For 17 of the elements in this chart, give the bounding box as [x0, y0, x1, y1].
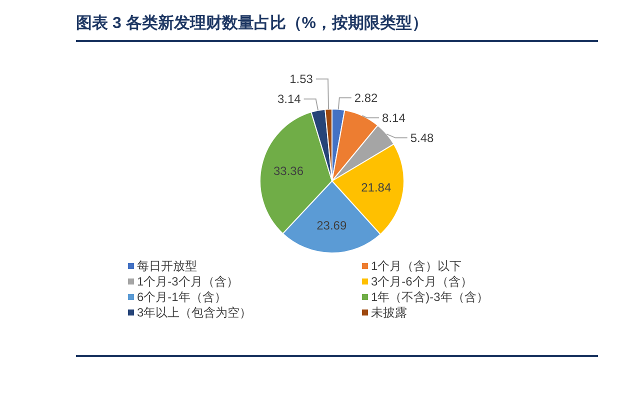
data-label: 23.69 — [316, 218, 347, 233]
legend-label: 1年（不含)-3年（含） — [371, 290, 488, 304]
chart-title: 图表 3 各类新发理财数量占比（%，按期限类型） — [76, 14, 428, 32]
legend-label: 3个月-6个月（含） — [371, 274, 472, 288]
data-label: 3.14 — [277, 92, 302, 106]
legend-label: 1个月-3个月（含） — [137, 274, 238, 288]
data-label: 5.48 — [410, 130, 434, 145]
legend-label: 3年以上（包含为空） — [137, 306, 252, 320]
legend-label: 每日开放型 — [137, 259, 197, 273]
legend-label: 未披露 — [371, 306, 407, 320]
data-label: 21.84 — [361, 180, 392, 195]
data-label: 33.36 — [274, 164, 304, 178]
data-label: 8.14 — [382, 110, 406, 125]
data-label: 2.82 — [354, 90, 378, 105]
legend-label: 1个月（含）以下 — [371, 259, 462, 273]
data-label: 1.53 — [290, 72, 314, 86]
legend-label: 6个月-1年（含） — [137, 290, 226, 304]
